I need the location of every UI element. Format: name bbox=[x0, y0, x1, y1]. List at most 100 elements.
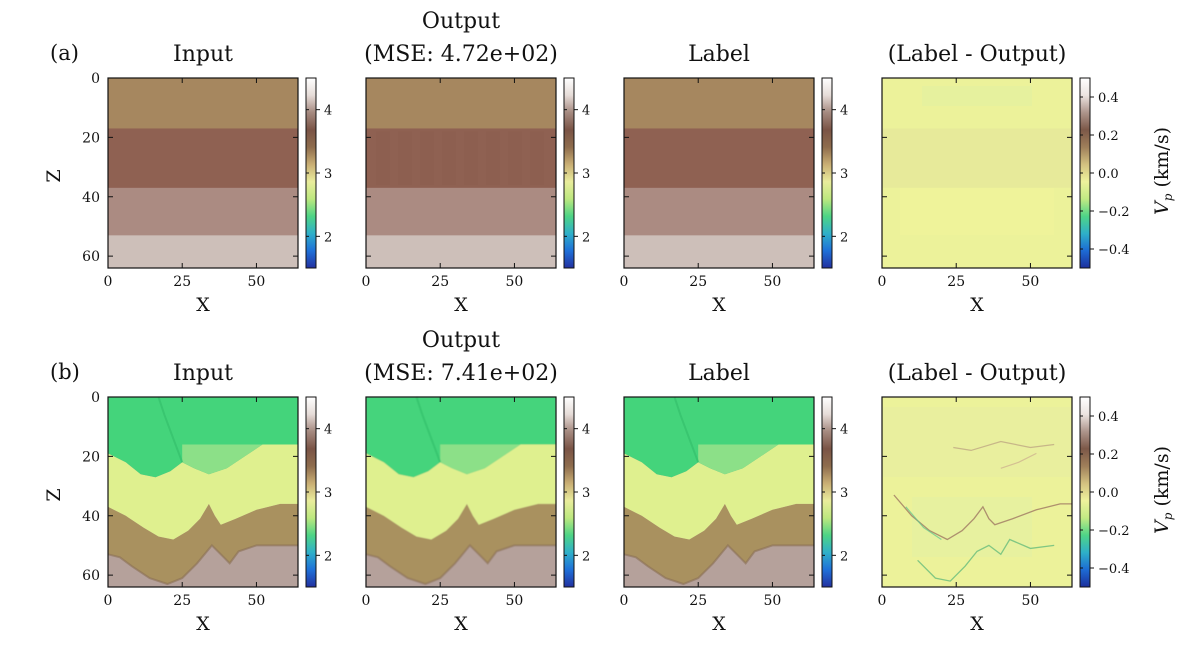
velocity-layer bbox=[624, 397, 814, 478]
x-tick-label: 25 bbox=[431, 274, 449, 290]
z-axis-label: Z bbox=[43, 169, 65, 182]
colorbar-tick-label: 0.4 bbox=[1098, 410, 1119, 425]
panel-title: (Label - Output) bbox=[888, 42, 1067, 67]
x-tick-label: 50 bbox=[764, 274, 782, 290]
panel-label: (b) bbox=[50, 360, 80, 384]
x-tick-label: 25 bbox=[947, 274, 965, 290]
colorbar-tick-label: −0.4 bbox=[1098, 562, 1130, 577]
y-tick-label: 60 bbox=[82, 249, 100, 265]
x-tick-label: 0 bbox=[104, 593, 113, 609]
x-tick-label: 0 bbox=[362, 593, 371, 609]
x-tick-label: 50 bbox=[1022, 274, 1040, 290]
x-tick-label: 0 bbox=[878, 593, 887, 609]
colorbar-tick-label: 3 bbox=[582, 167, 590, 182]
output-panel: Output (MSE: 4.72e+02) 0 25 50 X 2 3 4 bbox=[362, 9, 591, 316]
mse-title: (MSE: 4.72e+02) bbox=[364, 42, 558, 67]
x-tick-label: 50 bbox=[506, 593, 524, 609]
panel-title: Label bbox=[688, 42, 750, 67]
colorbar-tick-label: −0.4 bbox=[1098, 243, 1130, 258]
colorbar-tick-label: 4 bbox=[840, 104, 848, 119]
velocity-layer bbox=[698, 444, 814, 475]
label-panel: Label 0 25 50 X 2 3 4 bbox=[620, 42, 849, 316]
velocity-layer bbox=[108, 78, 298, 129]
x-tick-label: 25 bbox=[173, 274, 191, 290]
velocity-layer bbox=[440, 444, 556, 475]
x-tick-label: 0 bbox=[104, 274, 113, 290]
velocity-layer bbox=[624, 444, 814, 540]
x-tick-label: 0 bbox=[620, 593, 629, 609]
velocity-layer bbox=[108, 503, 298, 584]
colorbar-tick-label: −0.2 bbox=[1098, 524, 1130, 539]
x-axis-label: X bbox=[196, 294, 210, 316]
x-tick-label: 50 bbox=[506, 274, 524, 290]
label-panel: Label 0 25 50 X 2 3 4 bbox=[620, 361, 849, 635]
colorbar-tick-label: 4 bbox=[840, 423, 848, 438]
x-tick-label: 25 bbox=[689, 593, 707, 609]
input-panel: Input 0 25 50 X 0 20 40 60 Z 2 3 4 bbox=[43, 42, 332, 316]
colorbar-tick-label: 0.4 bbox=[1098, 91, 1119, 106]
velocity-layer bbox=[624, 187, 814, 236]
x-tick-label: 0 bbox=[620, 274, 629, 290]
colorbar-tick-label: 4 bbox=[582, 423, 590, 438]
velocity-layer bbox=[108, 187, 298, 236]
x-tick-label: 0 bbox=[362, 274, 371, 290]
velocity-layer bbox=[624, 128, 814, 189]
colorbar-tick-label: 2 bbox=[582, 549, 590, 564]
colorbar-tick-label: 4 bbox=[324, 423, 332, 438]
y-tick-label: 20 bbox=[82, 449, 100, 465]
velocity-layer bbox=[366, 397, 556, 478]
velocity-layer bbox=[366, 78, 556, 129]
y-tick-label: 0 bbox=[91, 390, 100, 406]
difference-panel: (Label - Output) 0 25 50 X 0.4 0.2 0.0 −0.2 −0.4 V… bbox=[878, 42, 1175, 316]
colorbar-tick-label: 2 bbox=[324, 230, 332, 245]
output-title: Output bbox=[422, 9, 500, 34]
y-tick-label: 20 bbox=[82, 130, 100, 146]
colorbar-tick-label: 3 bbox=[324, 486, 332, 501]
colorbar-tick-label: 0.0 bbox=[1098, 486, 1119, 501]
velocity-layer bbox=[182, 444, 298, 475]
x-axis-label: X bbox=[970, 613, 984, 635]
colorbar-tick-label: −0.2 bbox=[1098, 205, 1130, 220]
x-tick-label: 50 bbox=[764, 593, 782, 609]
output-panel: Output (MSE: 7.41e+02) 0 25 50 X 2 3 4 bbox=[362, 328, 591, 635]
x-axis-label: X bbox=[712, 294, 726, 316]
output-title: Output bbox=[422, 328, 500, 353]
colorbar-tick-label: 0.2 bbox=[1098, 448, 1119, 463]
velocity-layer bbox=[366, 503, 556, 584]
colorbar-tick-label: 3 bbox=[324, 167, 332, 182]
x-tick-label: 25 bbox=[947, 593, 965, 609]
colorbar-tick-label: 4 bbox=[324, 104, 332, 119]
colorbar-tick-label: 4 bbox=[582, 104, 590, 119]
colorbar-tick-label: 2 bbox=[582, 230, 590, 245]
x-tick-label: 25 bbox=[689, 274, 707, 290]
panel-title: Label bbox=[688, 361, 750, 386]
x-axis-label: X bbox=[454, 294, 468, 316]
x-tick-label: 50 bbox=[248, 593, 266, 609]
velocity-layer bbox=[366, 187, 556, 236]
colorbar-tick-label: 2 bbox=[324, 549, 332, 564]
panel-title: Input bbox=[173, 42, 233, 67]
x-tick-label: 0 bbox=[878, 274, 887, 290]
colorbar-tick-label: 0.0 bbox=[1098, 167, 1119, 182]
velocity-layer bbox=[624, 78, 814, 129]
difference-panel: (Label - Output) 0 25 50 X 0.4 0.2 0.0 −0.2 −0.4 V… bbox=[878, 361, 1175, 635]
colorbar-tick-label: 2 bbox=[840, 230, 848, 245]
x-tick-label: 50 bbox=[1022, 593, 1040, 609]
velocity-layer bbox=[624, 503, 814, 584]
x-axis-label: X bbox=[712, 613, 726, 635]
velocity-layer bbox=[366, 128, 556, 189]
velocity-layer bbox=[366, 235, 556, 269]
velocity-layer bbox=[108, 235, 298, 269]
input-panel: Input 0 25 50 X 0 20 40 60 Z 2 3 4 bbox=[43, 361, 332, 635]
x-axis-label: X bbox=[454, 613, 468, 635]
velocity-layer bbox=[108, 397, 298, 478]
colorbar-label: Vp (km/s) bbox=[1151, 127, 1175, 215]
velocity-layer bbox=[366, 444, 556, 540]
velocity-layer bbox=[108, 128, 298, 189]
y-tick-label: 60 bbox=[82, 568, 100, 584]
y-tick-label: 0 bbox=[91, 71, 100, 87]
panel-title: (Label - Output) bbox=[888, 361, 1067, 386]
